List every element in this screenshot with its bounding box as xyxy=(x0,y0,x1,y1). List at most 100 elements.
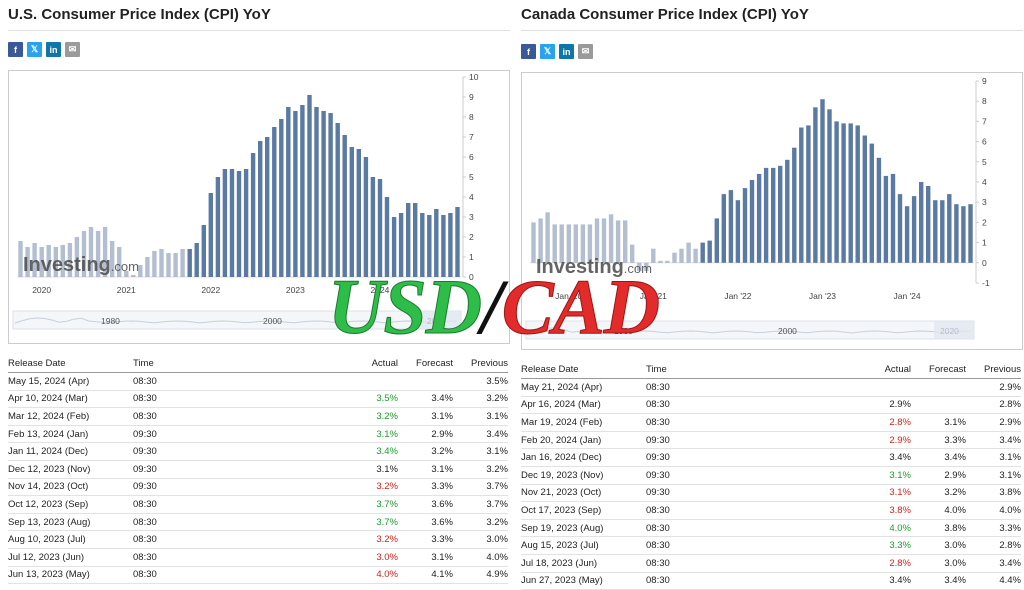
chart-bar xyxy=(377,179,383,277)
time-cell: 08:30 xyxy=(646,396,856,415)
table-row: Oct 12, 2023 (Sep) 08:30 3.7% 3.6% 3.7% xyxy=(8,495,508,514)
forecast-cell: 3.8% xyxy=(911,519,966,538)
chart-bar xyxy=(293,111,298,277)
previous-cell: 3.7% xyxy=(453,478,508,497)
chart-bar xyxy=(398,213,404,277)
chart-bar xyxy=(707,240,712,263)
us-cpi-chart-svg: 0 1 2 3 4 5 6 7 8 9 10 2020 2021 2022 2023 2024 Investin… xyxy=(12,72,479,330)
time-cell: 08:30 xyxy=(133,548,343,567)
chart-bar xyxy=(391,217,397,277)
release-date-cell: Jul 18, 2023 (Jun) xyxy=(521,554,646,573)
twitter-icon[interactable]: 𝕏 xyxy=(27,42,42,57)
chart-bar xyxy=(25,247,30,277)
x-tick-label: 2022 xyxy=(201,285,220,295)
title-divider xyxy=(8,30,510,31)
navigator-range-handle xyxy=(934,321,974,339)
time-cell: 08:30 xyxy=(133,372,343,391)
chart-bar xyxy=(862,135,867,263)
email-icon[interactable]: ✉ xyxy=(65,42,80,57)
chart-bar xyxy=(651,248,656,263)
us-cpi-chart: 0 1 2 3 4 5 6 7 8 9 10 2020 2021 2022 2023 2024 Investin… xyxy=(8,70,510,344)
chart-bar xyxy=(187,249,192,277)
email-icon[interactable]: ✉ xyxy=(578,44,593,59)
previous-cell: 3.4% xyxy=(966,554,1021,573)
column-header[interactable]: Actual xyxy=(856,360,911,379)
time-cell: 08:30 xyxy=(646,519,856,538)
previous-cell: 2.9% xyxy=(966,378,1021,397)
column-header[interactable]: Time xyxy=(646,360,856,379)
chart-bar xyxy=(721,194,726,263)
twitter-icon[interactable]: 𝕏 xyxy=(540,44,555,59)
chart-bar xyxy=(552,224,557,263)
previous-cell: 3.2% xyxy=(453,460,508,479)
chart-bar xyxy=(166,253,171,277)
time-cell: 08:30 xyxy=(133,566,343,585)
time-cell: 09:30 xyxy=(133,425,343,444)
chart-bar xyxy=(60,245,65,277)
chart-bar xyxy=(95,231,101,277)
chart-bar xyxy=(370,177,376,277)
column-header[interactable]: Time xyxy=(133,354,343,373)
chart-bar xyxy=(756,173,762,263)
table-row: Nov 21, 2023 (Oct) 09:30 3.1% 3.2% 3.8% xyxy=(521,484,1021,503)
facebook-icon[interactable]: f xyxy=(521,44,536,59)
chart-bar xyxy=(201,225,206,277)
time-cell: 09:30 xyxy=(646,448,856,467)
y-tick-label: 8 xyxy=(469,112,474,122)
chart-bar xyxy=(265,137,270,277)
chart-bar xyxy=(349,147,354,277)
previous-cell: 3.8% xyxy=(966,484,1021,503)
chart-bar xyxy=(911,196,917,263)
time-cell: 08:30 xyxy=(133,495,343,514)
actual-cell: 3.4% xyxy=(856,448,911,467)
chart-bar xyxy=(321,111,326,277)
previous-cell: 3.2% xyxy=(453,390,508,409)
chart-bar xyxy=(601,218,607,263)
chart-bar xyxy=(46,245,51,277)
table-row: Mar 12, 2024 (Feb) 08:30 3.2% 3.1% 3.1% xyxy=(8,407,508,426)
chart-bar xyxy=(420,213,425,277)
column-header[interactable]: Previous xyxy=(453,354,508,373)
investing-watermark: Investing.com xyxy=(536,256,652,278)
chart-bar xyxy=(792,147,797,263)
release-date-cell: May 15, 2024 (Apr) xyxy=(8,372,133,391)
chart-bar xyxy=(580,224,586,263)
chart-bar xyxy=(735,200,741,263)
chart-bar xyxy=(81,231,87,277)
previous-cell: 3.1% xyxy=(966,466,1021,485)
time-cell: 09:30 xyxy=(133,478,343,497)
chart-bar xyxy=(827,109,832,263)
chart-bar xyxy=(658,260,663,263)
chart-bar xyxy=(883,175,889,263)
chart-bar xyxy=(243,169,249,277)
column-header[interactable]: Actual xyxy=(343,354,398,373)
navigator-strip xyxy=(525,320,975,340)
forecast-cell: 3.4% xyxy=(911,448,966,467)
chart-bar xyxy=(566,224,571,263)
column-header[interactable]: Release Date xyxy=(521,360,646,379)
forecast-cell: 3.3% xyxy=(911,431,966,450)
release-date-cell: Aug 10, 2023 (Jul) xyxy=(8,530,133,549)
chart-bar xyxy=(897,194,903,263)
chart-bar xyxy=(117,247,122,277)
release-date-cell: Feb 20, 2024 (Jan) xyxy=(521,431,646,450)
y-tick-label: 2 xyxy=(982,217,987,227)
forecast-cell: 4.1% xyxy=(398,566,453,585)
linkedin-icon[interactable]: in xyxy=(559,44,574,59)
previous-cell: 3.4% xyxy=(966,431,1021,450)
linkedin-icon[interactable]: in xyxy=(46,42,61,57)
actual-cell: 2.8% xyxy=(856,554,911,573)
column-header[interactable]: Forecast xyxy=(911,360,966,379)
previous-cell: 3.0% xyxy=(453,530,508,549)
column-header[interactable]: Forecast xyxy=(398,354,453,373)
forecast-cell: 3.6% xyxy=(398,495,453,514)
column-header[interactable]: Release Date xyxy=(8,354,133,373)
release-date-cell: May 21, 2024 (Apr) xyxy=(521,378,646,397)
chart-bar xyxy=(342,135,347,277)
y-tick-label: 8 xyxy=(982,96,987,106)
column-header[interactable]: Previous xyxy=(966,360,1021,379)
actual-cell: 3.5% xyxy=(343,390,398,409)
x-tick-label: 2021 xyxy=(117,285,136,295)
facebook-icon[interactable]: f xyxy=(8,42,23,57)
navigator-label: 2000 xyxy=(778,326,797,336)
